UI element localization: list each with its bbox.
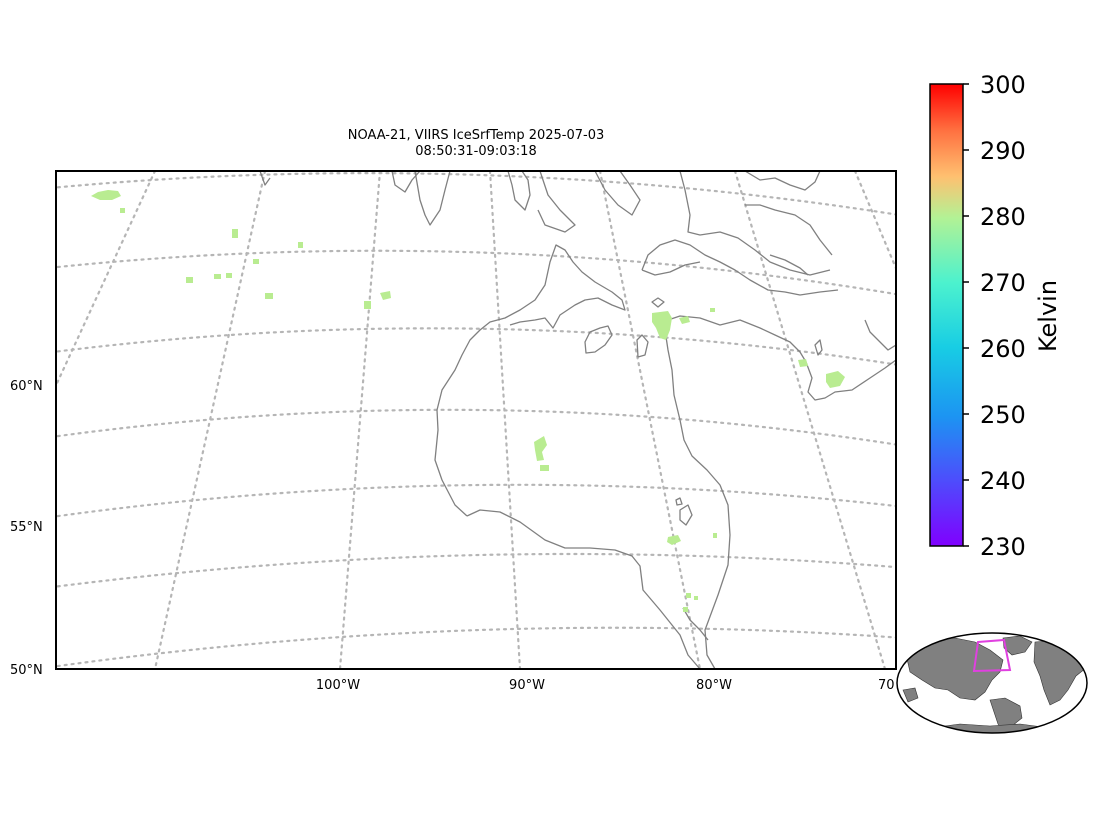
ice-pixel-cluster [686,593,691,598]
lon-gridline [853,171,896,272]
ice-pixel-cluster [826,371,845,388]
ice-pixel-cluster [540,465,549,471]
lon-gridline [598,171,702,669]
arctic-island-coast [537,171,576,233]
colorbar-tick-label: 250 [980,401,1026,429]
arctic-island-coast [414,171,451,226]
map-background [56,171,896,669]
globe-land [902,635,1087,733]
map-area [55,170,897,670]
map-title-line1: NOAA-21, VIIRS IceSrfTemp 2025-07-03 [348,128,605,143]
labrador-coast [864,319,896,351]
colorbar-tick-label: 290 [980,137,1026,165]
lat-gridline [56,408,896,446]
colorbar-tick-label: 300 [980,71,1026,99]
ice-pixel-cluster [798,359,808,367]
ice-pixel-cluster [679,316,690,324]
globe-outline [896,632,1088,734]
west-hudson-coast [434,244,626,517]
ice-pixel-cluster [713,533,717,538]
baffin-island-coast [641,171,839,296]
ice-pixel-cluster [226,273,232,278]
lake-coast [682,607,709,641]
ice-pixel-cluster [380,291,391,300]
lon-gridline [153,171,267,669]
hudson-bay-coastline [466,315,896,669]
james-bay-islands [675,497,693,526]
arctic-island-coast [391,171,421,193]
colorbar-tick-label: 270 [980,269,1026,297]
ice-pixel-cluster [232,229,238,238]
lat-label-55: 55°N [10,520,43,535]
island-coast [769,254,809,276]
lon-label-90w: 90°W [509,678,545,693]
lat-label-50: 50°N [10,663,43,678]
ice-pixel-cluster [265,293,273,299]
ice-pixel-cluster [667,535,681,545]
ice-pixel-cluster [710,308,715,312]
map-title-line2: 08:50:31-09:03:18 [415,144,536,159]
ice-temperature-pixels [91,190,845,612]
island-coast [651,297,665,308]
north-america-land [904,637,1004,701]
inset-globe [896,632,1088,734]
ice-pixel-cluster [253,259,259,264]
coats-island-coast [636,334,649,358]
greenland-land [1002,635,1033,656]
ice-pixel-cluster [652,311,672,340]
lon-label-70w: 70 [878,678,895,693]
southampton-island-coast [584,325,613,354]
colorbar-ticks: 230 240 250 260 270 280 290 300 [963,71,1026,561]
ice-pixel-cluster [214,274,221,279]
lon-label-80w: 80°W [696,678,732,693]
ice-pixel-cluster [186,277,193,283]
lat-gridline [56,626,896,668]
lat-gridline [56,483,896,518]
antarctica-land [929,723,1051,733]
ice-pixel-cluster [91,190,121,200]
lat-gridline [56,172,896,216]
greenland-coast [744,171,833,256]
colorbar: 230 240 250 260 270 280 290 300 Kelvin [929,71,1062,561]
australia-land [902,687,919,703]
ice-pixel-cluster [694,596,698,600]
arctic-island-coast [259,171,271,186]
ice-pixel-cluster [120,208,125,213]
ice-pixel-cluster [534,436,547,461]
map-frame [55,170,897,670]
lat-gridline [56,552,896,588]
ice-pixel-cluster [683,607,688,612]
colorbar-tick-label: 230 [980,533,1026,561]
ice-pixel-cluster [298,242,303,248]
colorbar-tick-label: 260 [980,335,1026,363]
lon-gridline [338,171,382,669]
lat-label-60: 60°N [10,379,43,394]
lat-gridline [56,249,896,296]
colorbar-label: Kelvin [1034,280,1062,352]
lon-gridline [488,171,522,669]
coastlines [259,171,896,669]
arctic-island-coast [594,171,641,216]
colorbar-tick-label: 280 [980,203,1026,231]
arctic-island-coast [507,171,531,211]
lon-label-100w: 100°W [316,678,360,693]
colorbar-tick-label: 240 [980,467,1026,495]
extent-box [972,638,1012,673]
ungava-coast [814,339,823,356]
ice-pixel-cluster [364,301,371,309]
colorbar-gradient [929,83,964,547]
